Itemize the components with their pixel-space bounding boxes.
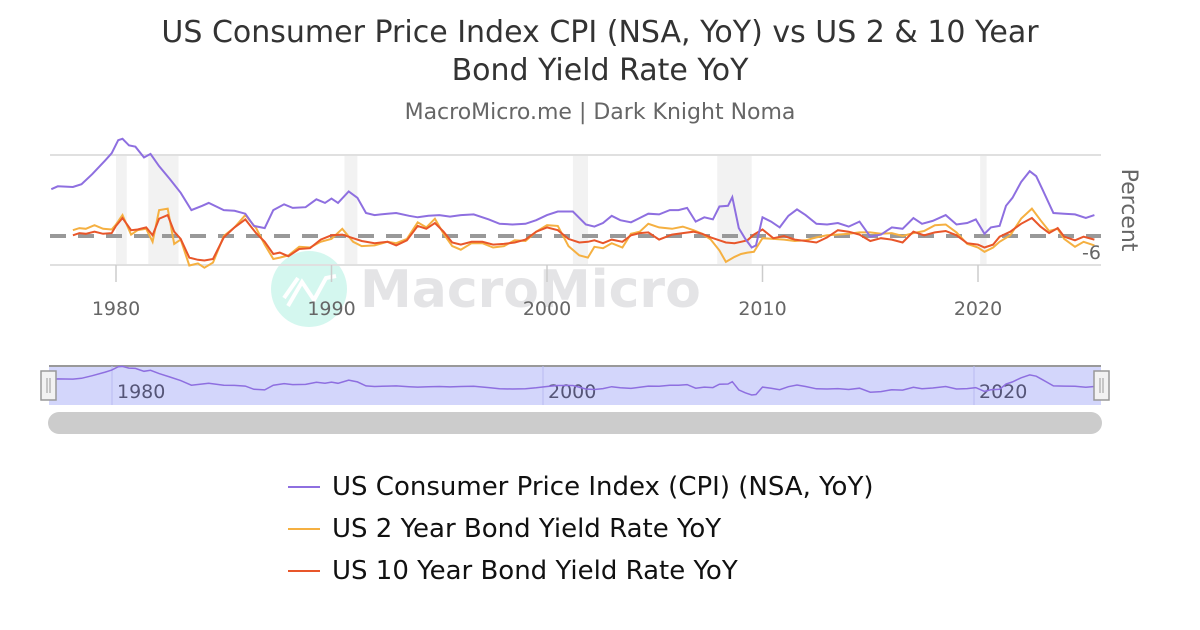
x-axis-tick-label: 2000 [523, 298, 571, 320]
watermark: MacroMicro [271, 251, 701, 327]
navigator-right-handle[interactable] [1093, 370, 1110, 401]
legend: US Consumer Price Index (CPI) (NSA, YoY)… [288, 466, 873, 592]
recession-band [344, 155, 358, 265]
chart-subtitle: MacroMicro.me | Dark Knight Noma [404, 100, 796, 125]
legend-item-cpi[interactable]: US Consumer Price Index (CPI) (NSA, YoY) [288, 466, 873, 508]
recession-band [116, 155, 127, 265]
navigator-series-cpi [51, 365, 1095, 396]
recession-bands [116, 155, 987, 265]
navigator[interactable]: 1980 2000 2020 [40, 365, 1110, 405]
legend-item-2y-yield[interactable]: US 2 Year Bond Yield Rate YoY [288, 508, 873, 550]
x-axis: 1980 1990 2000 2010 2020 [92, 265, 1002, 320]
scrollbar-thumb[interactable] [48, 412, 1102, 434]
chart-title-line-1: US Consumer Price Index CPI (NSA, YoY) v… [161, 15, 1039, 50]
series-line-cpi[interactable] [50, 137, 1095, 249]
x-axis-tick-label: 2010 [738, 298, 786, 320]
navigator-left-handle[interactable] [40, 370, 57, 401]
x-axis-tick-label: 1980 [92, 298, 140, 320]
legend-label-2y-yield: US 2 Year Bond Yield Rate YoY [332, 514, 722, 544]
navigator-x-axis: 1980 2000 2020 [111, 366, 1027, 405]
navigator-tick-label: 1980 [117, 381, 165, 403]
legend-swatch-2y-yield-icon [288, 528, 320, 530]
watermark-logo-mountain2-icon [282, 276, 300, 300]
y-axis-title: Percent [1116, 169, 1141, 252]
watermark-text: MacroMicro [360, 260, 701, 320]
legend-swatch-cpi-icon [288, 486, 320, 488]
legend-swatch-10y-yield-icon [288, 570, 320, 572]
navigator-tick-label: 2020 [979, 381, 1027, 403]
recession-band [980, 155, 987, 265]
chart-title: US Consumer Price Index CPI (NSA, YoY) v… [0, 14, 1200, 90]
legend-label-10y-yield: US 10 Year Bond Yield Rate YoY [332, 556, 738, 586]
series-line-2y-yield[interactable] [72, 207, 1095, 269]
series-line-10y-yield[interactable] [72, 213, 1095, 262]
x-axis-tick-label: 1990 [307, 298, 355, 320]
watermark-logo-mountain-icon [286, 274, 337, 308]
legend-label-cpi: US Consumer Price Index (CPI) (NSA, YoY) [332, 472, 874, 502]
legend-item-10y-yield[interactable]: US 10 Year Bond Yield Rate YoY [288, 550, 873, 592]
chart-title-line-2: Bond Yield Rate YoY [451, 53, 749, 88]
x-axis-tick-label: 2020 [954, 298, 1002, 320]
y-axis-tick-label: -6 [1082, 242, 1101, 264]
recession-band [572, 155, 588, 265]
chart-area: MacroMicro 1980 1990 2000 2010 2020 -6 Perce… [40, 137, 1141, 434]
navigator-tick-label: 2000 [548, 381, 596, 403]
